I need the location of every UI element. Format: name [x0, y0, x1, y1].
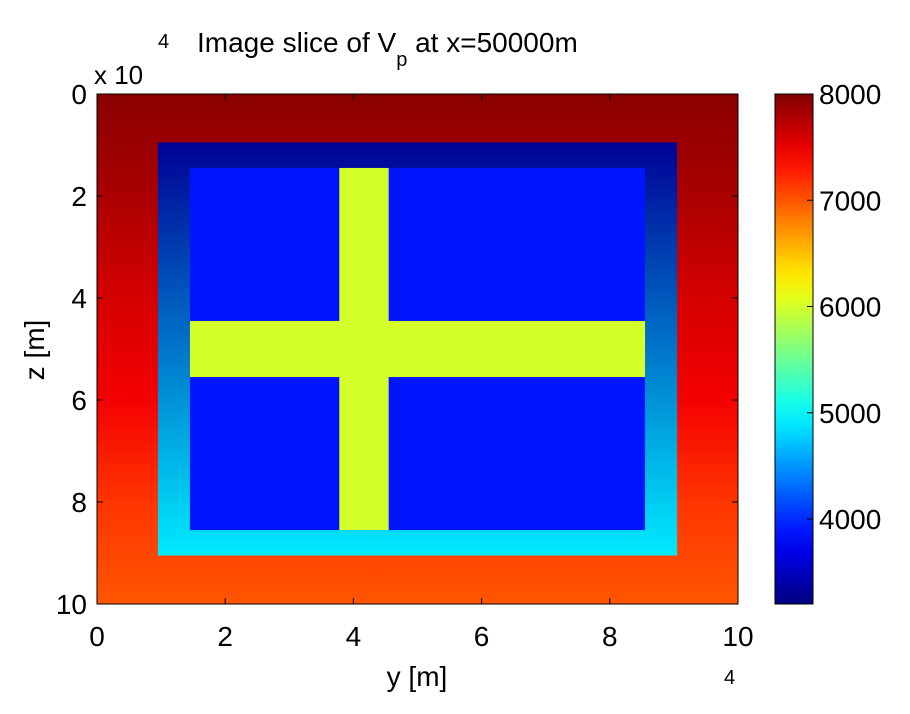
y-tick-label: 6 [71, 385, 87, 416]
colorbar-ticks: 4000 5000 6000 7000 8000 [807, 79, 881, 535]
colorbar-gradient [775, 94, 813, 604]
chart-title-text: Image slice of Vp at x=50000m [197, 27, 578, 71]
y-axis-label: z [m] [19, 320, 50, 381]
x-tick-label: 8 [602, 621, 618, 652]
y-tick-label: 8 [71, 487, 87, 518]
title-suffix: at x=50000m [407, 27, 577, 58]
y-axis-ticks: 0 2 4 6 8 10 [56, 79, 738, 620]
x-tick-label: 6 [474, 621, 490, 652]
plot-frame [96, 93, 739, 605]
colorbar-tick-label: 8000 [819, 79, 881, 110]
colorbar-frame [774, 93, 814, 605]
x-tick-label: 2 [217, 621, 233, 652]
x-exponent: 4 [724, 667, 735, 689]
x-axis-ticks: 0 2 4 6 8 10 [89, 94, 754, 652]
x-tick-label: 0 [89, 621, 105, 652]
title-subscript: p [396, 49, 407, 71]
heatmap-plot-area [96, 93, 739, 605]
chart-title: 4 Image slice of Vp at x=50000m x 10 [94, 27, 578, 90]
x-tick-label: 10 [722, 621, 753, 652]
colorbar: 4000 5000 6000 7000 8000 [774, 79, 881, 605]
colorbar-tick-label: 4000 [819, 504, 881, 535]
cross-horizontal-bar [189, 320, 646, 378]
colorbar-tick-label: 5000 [819, 398, 881, 429]
y-tick-label: 10 [56, 589, 87, 620]
y-exponent-prefix: x 10 [94, 60, 143, 90]
title-exponent: 4 [158, 31, 169, 53]
y-tick-label: 0 [71, 79, 87, 110]
x-tick-label: 4 [346, 621, 362, 652]
x-axis-label: y [m] [387, 661, 448, 692]
y-tick-label: 4 [71, 283, 87, 314]
colorbar-tick-label: 6000 [819, 292, 881, 323]
y-tick-label: 2 [71, 181, 87, 212]
colorbar-tick-label: 7000 [819, 185, 881, 216]
title-prefix: Image slice of V [197, 27, 397, 58]
